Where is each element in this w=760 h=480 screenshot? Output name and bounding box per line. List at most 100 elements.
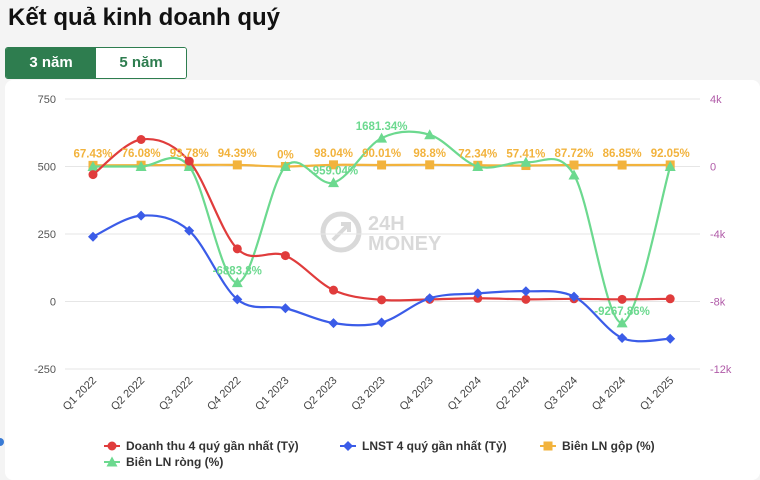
legend-item: LNST 4 quý gần nhất (Tỷ) xyxy=(340,439,507,453)
y-left-tick-label: 500 xyxy=(38,162,56,174)
data-point xyxy=(183,161,195,171)
data-point xyxy=(329,160,338,170)
data-label: 76.08% xyxy=(122,148,161,160)
data-point xyxy=(231,277,243,288)
series-2 xyxy=(88,210,676,344)
edge-marker xyxy=(0,438,4,446)
x-tick-label: Q3 2024 xyxy=(542,375,580,413)
x-tick-label: Q1 2023 xyxy=(253,375,291,413)
data-label: 90.01% xyxy=(362,148,401,160)
legend-item: Biên LN ròng (%) xyxy=(104,455,223,469)
x-tick-label: Q4 2022 xyxy=(205,375,243,413)
y-left-tick-label: 0 xyxy=(50,297,56,309)
legend-item: Doanh thu 4 quý gần nhất (Tỷ) xyxy=(104,439,299,453)
data-point xyxy=(664,161,676,171)
x-tick-label: Q3 2022 xyxy=(157,375,195,413)
x-tick-label: Q4 2024 xyxy=(590,375,628,413)
y-right-tick-label: -12k xyxy=(710,364,732,376)
legend-label: Biên LN gộp (%) xyxy=(562,439,655,453)
period-tabs: 3 năm 5 năm xyxy=(5,47,187,79)
data-point xyxy=(184,156,194,166)
x-tick-label: Q2 2024 xyxy=(494,375,532,413)
data-point xyxy=(88,231,98,242)
data-point xyxy=(329,285,338,295)
data-label: 1681.34% xyxy=(356,121,408,133)
x-tick-label: Q3 2023 xyxy=(349,375,387,413)
left-axis: 750 500 250 0 -250 xyxy=(34,94,56,376)
data-point xyxy=(88,170,98,180)
data-point xyxy=(424,293,435,304)
data-label: 0% xyxy=(277,150,294,162)
y-left-tick-label: 750 xyxy=(38,94,56,106)
legend: Doanh thu 4 quý gần nhất (Tỷ) LNST 4 quý … xyxy=(104,439,655,469)
chart-card xyxy=(5,80,760,480)
watermark-text-top: 24H xyxy=(368,213,405,235)
data-label: 94.39% xyxy=(218,148,257,160)
legend-label: Doanh thu 4 quý gần nhất (Tỷ) xyxy=(126,439,299,453)
data-point xyxy=(521,294,531,304)
data-point xyxy=(376,317,387,328)
data-point xyxy=(136,210,147,221)
data-point xyxy=(232,294,243,305)
legend-item: Biên LN gộp (%) xyxy=(540,439,655,453)
series xyxy=(87,129,676,344)
data-point xyxy=(377,160,387,170)
data-point xyxy=(616,317,628,328)
data-point xyxy=(569,160,579,170)
data-label: 86.85% xyxy=(603,148,642,160)
data-label: 98.8% xyxy=(413,148,446,160)
data-labels: 67.43% 76.08% 93.78% 94.39% 0% 98.04% 90.01% 98… xyxy=(73,121,689,318)
series-3 xyxy=(88,160,675,171)
data-point xyxy=(279,161,291,171)
watermark-text-bottom: MONEY xyxy=(368,233,442,255)
legend-label: LNST 4 quý gần nhất (Tỷ) xyxy=(362,439,507,453)
tab-5-years[interactable]: 5 năm xyxy=(96,48,186,78)
x-tick-label: Q2 2022 xyxy=(109,375,147,413)
data-point xyxy=(328,177,339,188)
data-point xyxy=(665,333,676,344)
data-label: 98.04% xyxy=(314,148,353,160)
x-tick-label: Q4 2023 xyxy=(397,375,435,413)
right-axis: 4k 0 -4k -8k -12k xyxy=(710,94,732,376)
data-point xyxy=(280,251,290,261)
data-point xyxy=(343,441,353,451)
data-point xyxy=(184,225,195,236)
watermark-logo-icon xyxy=(320,211,362,253)
x-axis: Q1 2022 Q2 2022 Q3 2022 Q4 2022 Q1 2023 Q2 20… xyxy=(61,375,677,413)
x-tick-label: Q1 2022 xyxy=(61,375,99,413)
data-point xyxy=(377,295,387,305)
data-point xyxy=(425,160,435,170)
data-point xyxy=(472,161,484,171)
data-point xyxy=(617,332,628,343)
data-point xyxy=(107,441,117,451)
watermark: 24H MONEY xyxy=(320,211,442,255)
series-4 xyxy=(87,129,676,328)
x-tick-label: Q2 2023 xyxy=(301,375,339,413)
data-point xyxy=(617,160,627,170)
data-label: -9267.86% xyxy=(594,306,650,318)
data-label: 93.78% xyxy=(170,148,209,160)
data-point xyxy=(376,132,388,143)
tab-3-years[interactable]: 3 năm xyxy=(6,48,96,78)
data-label: 57.41% xyxy=(506,149,545,161)
watermark-arrow-icon xyxy=(331,222,351,242)
x-tick-label: Q1 2024 xyxy=(446,375,484,413)
data-label: -6883.8% xyxy=(213,266,262,278)
x-tick-label: Q1 2025 xyxy=(638,375,676,413)
data-point xyxy=(135,161,147,171)
y-right-tick-label: 4k xyxy=(710,94,722,106)
data-point xyxy=(665,294,675,304)
data-point xyxy=(106,456,118,467)
y-left-tick-label: 250 xyxy=(38,229,56,241)
data-point xyxy=(543,441,553,451)
y-right-tick-label: -8k xyxy=(710,297,726,309)
data-label: 72.34% xyxy=(458,148,497,160)
data-point xyxy=(136,135,146,144)
data-point xyxy=(569,291,579,302)
y-left-tick-label: -250 xyxy=(34,364,56,376)
data-point xyxy=(232,244,242,254)
legend-label: Biên LN ròng (%) xyxy=(126,455,223,469)
data-label: 87.72% xyxy=(554,148,593,160)
data-point xyxy=(472,288,483,299)
